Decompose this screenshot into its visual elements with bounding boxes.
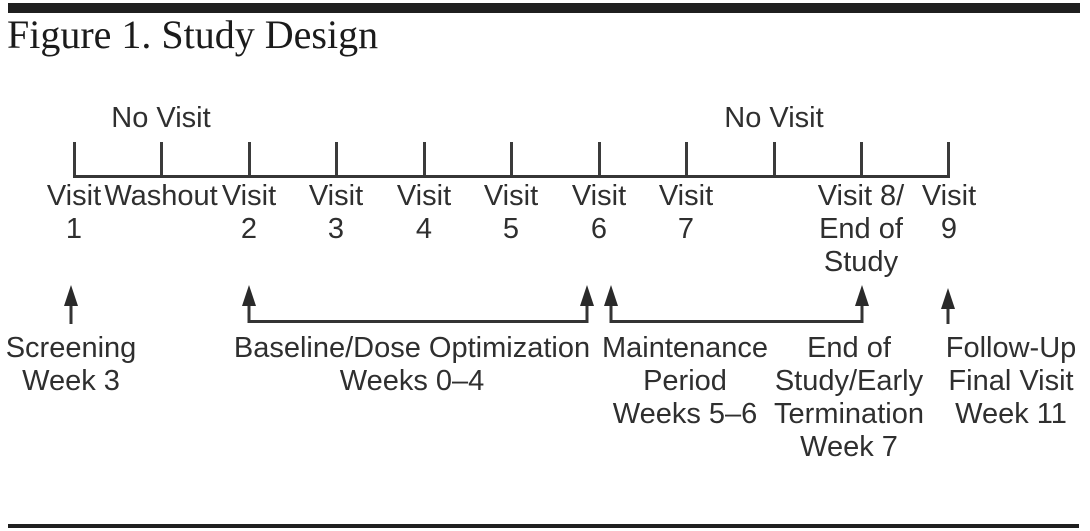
timeline-tick-visit-8 — [860, 142, 863, 175]
phase-label-maintenance-period: Maintenance Period Weeks 5–6 — [601, 332, 769, 430]
timeline-axis — [73, 175, 950, 178]
no-visit-label-2: No Visit — [724, 102, 824, 134]
follow-up-arrow — [941, 288, 955, 324]
tick-label-visit-2: Visit 2 — [221, 180, 277, 245]
maintenance-period-bracket — [604, 285, 869, 323]
timeline-tick-visit-5 — [510, 142, 513, 175]
figure-title: Figure 1. Study Design — [7, 12, 379, 57]
timeline-tick-visit-2 — [248, 142, 251, 175]
timeline-tick-no-visit — [773, 142, 776, 175]
screening-arrow — [64, 285, 78, 324]
phase-label-baseline-dose-optimization: Baseline/Dose Optimization Weeks 0–4 — [233, 332, 591, 397]
timeline-tick-visit-1 — [73, 142, 76, 175]
timeline-tick-washout — [160, 142, 163, 175]
top-rule — [8, 3, 1080, 13]
phase-label-follow-up: Follow-Up Final Visit Week 11 — [945, 332, 1077, 430]
no-visit-label-1: No Visit — [111, 102, 211, 134]
tick-label-visit-1: Visit 1 — [46, 180, 102, 245]
tick-label-visit-5: Visit 5 — [483, 180, 539, 245]
tick-label-visit-6: Visit 6 — [571, 180, 627, 245]
timeline-tick-visit-3 — [335, 142, 338, 175]
tick-label-visit-9: Visit 9 — [921, 180, 977, 245]
phase-label-screening: Screening Week 3 — [5, 332, 137, 397]
timeline-tick-visit-4 — [423, 142, 426, 175]
timeline-tick-visit-9 — [947, 142, 950, 175]
tick-label-visit-3: Visit 3 — [308, 180, 364, 245]
phase-label-end-of-study: End of Study/Early Termination Week 7 — [774, 332, 924, 463]
timeline-tick-visit-7 — [685, 142, 688, 175]
tick-label-visit-4: Visit 4 — [396, 180, 452, 245]
tick-label-visit-7: Visit 7 — [658, 180, 714, 245]
timeline-tick-visit-6 — [598, 142, 601, 175]
tick-label-visit-8-end-of-study: Visit 8/ End of Study — [817, 180, 905, 278]
baseline-dose-optimization-bracket — [242, 285, 594, 323]
tick-label-washout: Washout — [104, 180, 218, 212]
bottom-rule — [8, 524, 1079, 528]
